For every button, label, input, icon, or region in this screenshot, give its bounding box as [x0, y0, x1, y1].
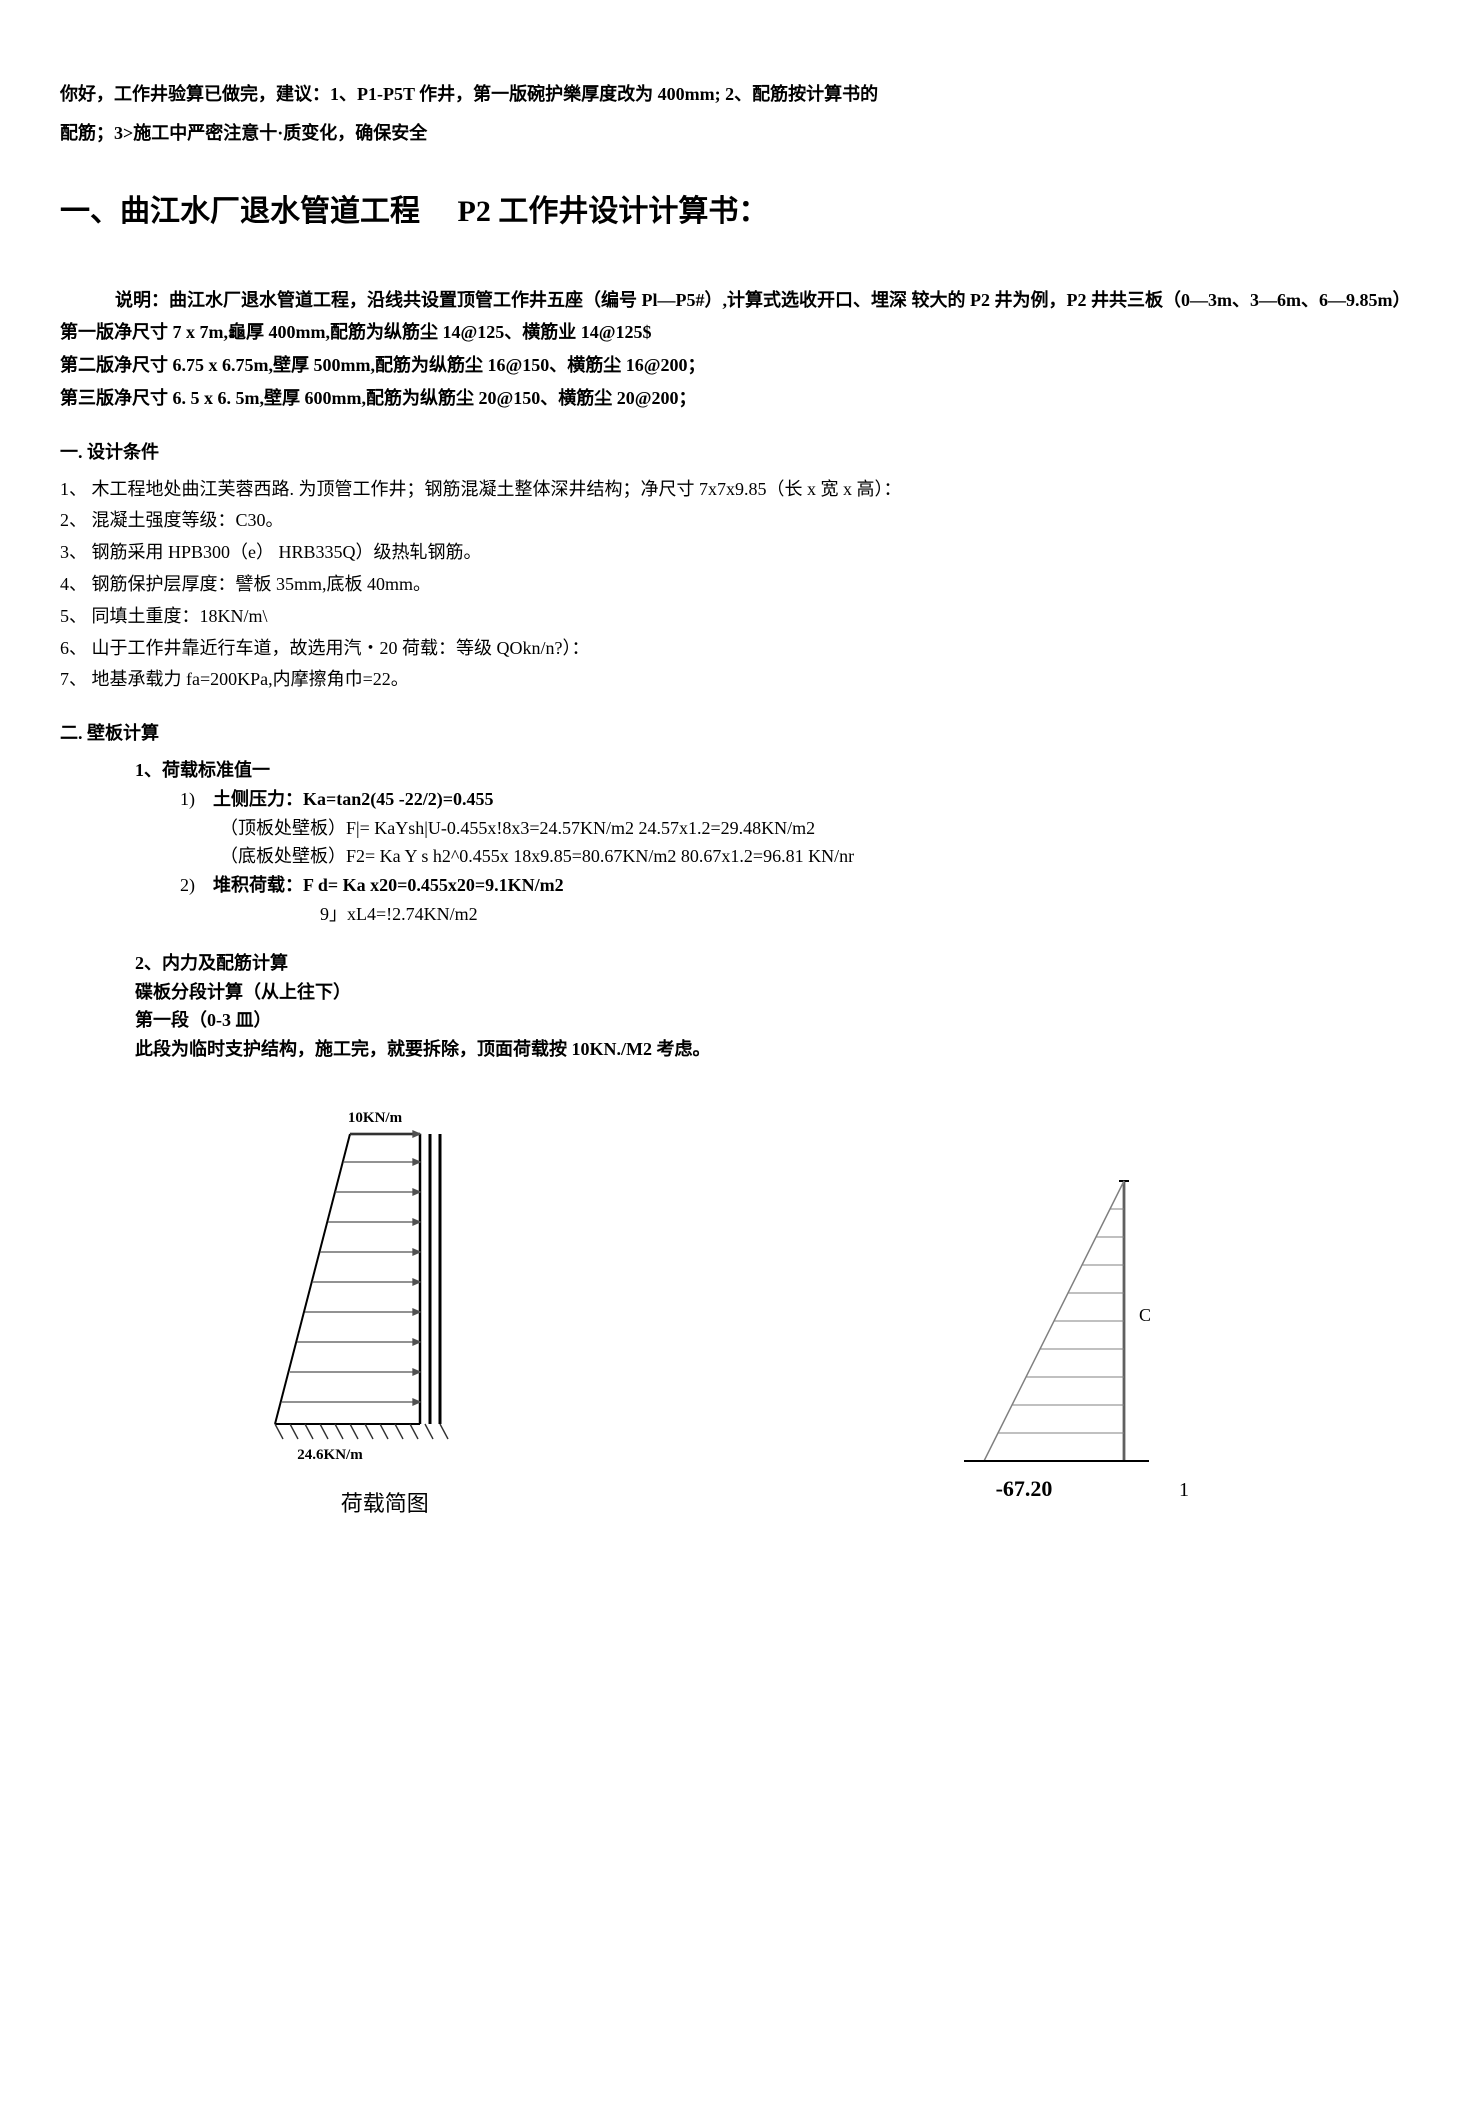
top-label: 10KN/m [348, 1110, 403, 1126]
list-item: 4、 钢筋保护层厚度：譬板 35mm,底板 40mm。 [60, 570, 1419, 599]
hatch-lines [998, 1209, 1124, 1433]
item-text: 土侧压力：Ka=tan2(45 -22/2)=0.455 [213, 789, 494, 809]
item-text: 堆积荷载：F d= Ka x20=0.455x20=9.1KN/m2 [213, 875, 564, 895]
value-label: -67.20 [996, 1476, 1053, 1501]
list-item: 7、 地基承载力 fa=200KPa,内摩擦角巾=22。 [60, 665, 1419, 694]
title-part2: P2 工作井设计计算书： [458, 195, 769, 228]
section2-sub1-title: 1、荷载标准值一 [135, 756, 1419, 785]
diagram-moment: C -67.20 1 [904, 1161, 1224, 1521]
list-item: 5、 同填土重度：18KN/m\ [60, 602, 1419, 631]
page-title: 一、曲江水厂退水管道工程 P2 工作井设计计算书： [60, 188, 1419, 236]
intro-line-1: 你好，工作井验算已做完，建议：1、P1-P5T 作井，第一版碗护樂厚度改为 40… [60, 80, 1419, 109]
diagram1-caption: 荷载简图 [255, 1486, 515, 1521]
section2-sub2-title: 2、内力及配筋计算 [135, 949, 1419, 978]
list-item: 1、 木工程地处曲江芙蓉西路. 为顶管工作井；钢筋混凝土整体深井结构；净尺寸 7… [60, 475, 1419, 504]
section1-list: 1、 木工程地处曲江芙蓉西路. 为顶管工作井；钢筋混凝土整体深井结构；净尺寸 7… [60, 475, 1419, 695]
moment-diagram-svg: C -67.20 1 [904, 1161, 1224, 1521]
diagrams-container: 10KN/m [60, 1104, 1419, 1521]
desc-line-2: 第一版净尺寸 7 x 7m,龜厚 400mm,配筋为纵筋尘 14@125、横筋业… [60, 318, 1419, 347]
desc-line-1: 说明：曲江水厂退水管道工程，沿线共设置顶管工作井五座（编号 Pl—P5#）,计算… [60, 286, 1419, 315]
intro-line-2: 配筋；3>施工中严密注意十·质变化，确保安全 [60, 119, 1419, 148]
bottom-label: 24.6KN/m [297, 1447, 363, 1463]
right-label: 1 [1179, 1479, 1189, 1501]
section2-item1-line2a: （顶板处壁板）F|= KaYsh|U-0.455x!8x3=24.57KN/m2… [220, 814, 1419, 843]
arrow-group [282, 1131, 420, 1405]
list-item: 2、 混凝土强度等级：C30。 [60, 506, 1419, 535]
section2-sub2-line4: 此段为临时支护结构，施工完，就要拆除，顶面荷载按 10KN./M2 考虑。 [135, 1035, 1419, 1064]
desc-line-4: 第三版净尺寸 6. 5 x 6. 5m,壁厚 600mm,配筋为纵筋尘 20@1… [60, 384, 1419, 413]
list-item: 3、 钢筋采用 HPB300（e） HRB335Q）级热轧钢筋。 [60, 538, 1419, 567]
desc-line-3: 第二版净尺寸 6.75 x 6.75m,壁厚 500mm,配筋为纵筋尘 16@1… [60, 351, 1419, 380]
left-diag [275, 1134, 350, 1424]
side-label: C [1139, 1305, 1151, 1325]
section2-sub2-line3: 第一段（0-3 皿） [135, 1006, 1419, 1035]
list-item: 6、 山于工作井靠近行车道，故选用汽・20 荷载：等级 QOkn/n?）： [60, 634, 1419, 663]
section2-item2-line2: 9」xL4=!2.74KN/m2 [320, 900, 1419, 929]
load-diagram-svg: 10KN/m [255, 1104, 515, 1474]
item-label: 1) [180, 789, 195, 809]
section1-title: 一. 设计条件 [60, 438, 1419, 467]
diagram-load: 10KN/m [255, 1104, 515, 1521]
section2-item2: 2) 堆积荷载：F d= Ka x20=0.455x20=9.1KN/m2 [180, 871, 1419, 900]
section2-item1: 1) 土侧压力：Ka=tan2(45 -22/2)=0.455 [180, 785, 1419, 814]
section2-item1-line2b: （底板处壁板）F2= Ka Y s h2^0.455x 18x9.85=80.6… [220, 842, 1419, 871]
hatch-group [275, 1424, 448, 1439]
section2-title: 二. 壁板计算 [60, 719, 1419, 748]
title-part1: 一、曲江水厂退水管道工程 [60, 195, 420, 228]
section2-sub2-line2: 碟板分段计算（从上往下） [135, 978, 1419, 1007]
item-label: 2) [180, 875, 195, 895]
